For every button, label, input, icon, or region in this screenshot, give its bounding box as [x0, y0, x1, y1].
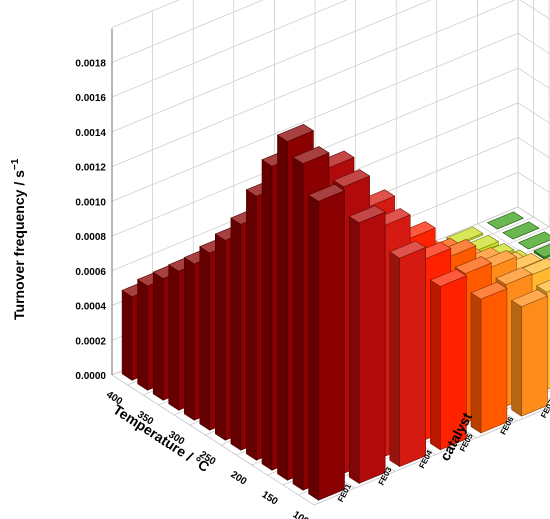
- z-gridline: [111, 0, 180, 28]
- z-tick-label: 0.0004: [75, 302, 106, 313]
- z-tick-label: 0.0012: [75, 163, 106, 174]
- z-tick-label: 0.0006: [75, 267, 106, 278]
- z-tick-label: 0.0014: [75, 128, 106, 139]
- bar-SI10-350: [517, 231, 550, 250]
- z-tick-label: 0.0010: [75, 197, 106, 208]
- bar-FE03-100: [348, 205, 386, 484]
- z-tick-label: 0.0002: [75, 336, 106, 347]
- z-tick-label: 0.0016: [75, 93, 106, 104]
- floor-gridline: [111, 374, 315, 506]
- floor-gridline: [477, 223, 550, 271]
- bars: [121, 123, 550, 501]
- temperature-tick-label: 100: [291, 509, 311, 519]
- bar-FE04-100: [389, 240, 427, 468]
- bar-FE07-100: [510, 289, 549, 417]
- catalyst-tick-label: FE07: [539, 398, 550, 420]
- z-gridline: [111, 0, 348, 98]
- z-gridline: [111, 0, 432, 133]
- z-gridline: [111, 0, 550, 167]
- z-tick-label: 0.0008: [75, 232, 106, 243]
- z-tick-label: 0.0000: [75, 371, 106, 382]
- bar-FE06-100: [470, 281, 508, 434]
- bar-SI10-375: [502, 221, 540, 240]
- bar-FE05-100: [429, 269, 467, 451]
- z-gridline: [111, 0, 264, 63]
- bar-FE01-100: [307, 183, 346, 501]
- z-axis-title: Turnover frequency / s−1: [10, 158, 27, 320]
- temperature-tick-label: 200: [228, 469, 248, 488]
- temperature-tick-label: 150: [260, 489, 280, 508]
- z-tick-label: 0.0018: [75, 58, 106, 69]
- bar-SI10-400: [486, 211, 525, 230]
- bar-SI10-325: [533, 243, 550, 260]
